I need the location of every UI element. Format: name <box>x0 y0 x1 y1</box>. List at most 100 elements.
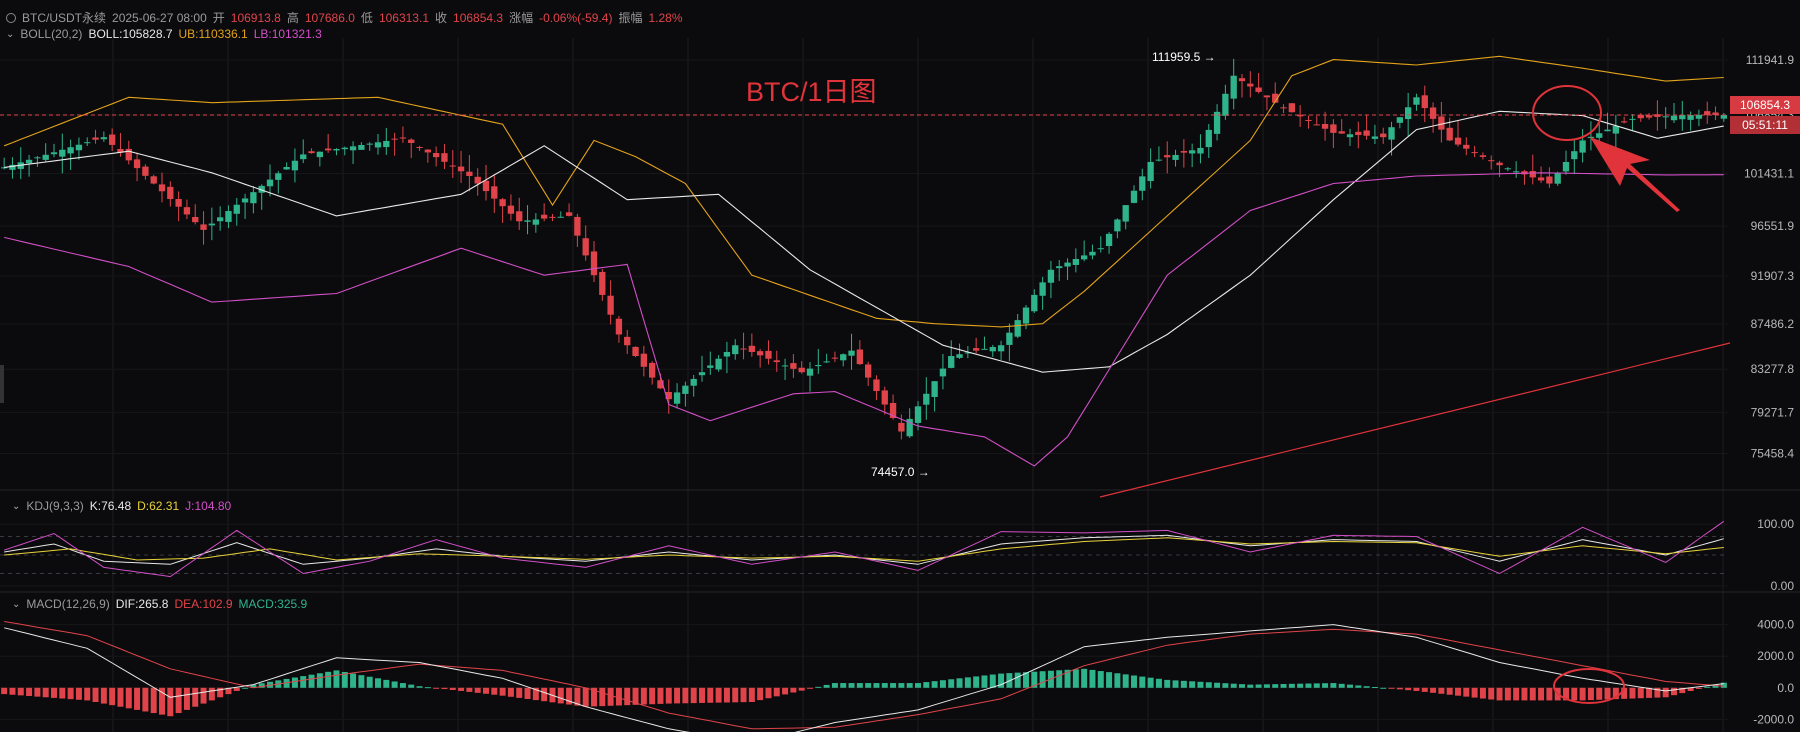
candle-body <box>1238 78 1246 82</box>
macd-histogram-bar <box>674 687 681 704</box>
candle-body <box>1380 133 1387 138</box>
macd-histogram-bar <box>200 687 207 704</box>
symbol-settings-icon[interactable] <box>6 12 16 23</box>
amplitude-value: 1.28% <box>648 10 683 25</box>
macd-histogram-bar <box>1662 687 1669 698</box>
kdj-indicator-name[interactable]: KDJ(9,3,3) <box>26 499 84 513</box>
candle-body <box>241 198 249 203</box>
macd-histogram-bar <box>1546 687 1553 701</box>
candle-body <box>1114 219 1121 232</box>
macd-histogram-bar <box>1164 679 1171 688</box>
y-tick-label: 75458.4 <box>1751 446 1795 460</box>
candle-body <box>1313 124 1320 126</box>
kdj-collapse-chevron-icon[interactable]: ⌄ <box>12 500 21 512</box>
macd-histogram-bar <box>1280 684 1287 688</box>
macd-histogram-bar <box>1471 687 1478 698</box>
macd-collapse-chevron-icon[interactable]: ⌄ <box>12 598 21 610</box>
candle-body <box>1670 115 1678 121</box>
side-scroll-handle[interactable] <box>0 365 4 403</box>
candle-body <box>906 418 913 437</box>
y-tick-label: 2000.0 <box>1757 649 1794 663</box>
macd-histogram-bar <box>1704 686 1711 688</box>
candle-body <box>1197 147 1204 154</box>
macd-histogram-bar <box>441 687 448 690</box>
candle-body <box>615 318 623 335</box>
collapse-chevron-icon[interactable]: ⌄ <box>6 28 15 40</box>
macd-histogram-bar <box>1180 680 1187 688</box>
candle-body <box>491 186 498 199</box>
macd-histogram-bar <box>26 687 33 696</box>
candle-body <box>748 345 756 352</box>
macd-histogram-bar <box>948 679 955 688</box>
candle-body <box>1429 107 1437 119</box>
candle-body <box>1263 95 1271 98</box>
candle-body <box>881 390 888 405</box>
macd-histogram-bar <box>391 681 398 688</box>
macd-histogram-bar <box>1720 682 1727 688</box>
macd-histogram-bar <box>1263 684 1270 688</box>
candle-body <box>341 147 348 150</box>
macd-histogram-bar <box>1430 687 1437 693</box>
candle-body <box>1463 144 1470 149</box>
candle-body <box>1014 320 1021 337</box>
candle-body <box>665 391 672 400</box>
candle-body <box>815 365 822 367</box>
close-label: 收 <box>435 11 448 25</box>
candle-body <box>914 406 922 423</box>
candle-body <box>1687 115 1694 120</box>
macd-histogram-bar <box>964 677 971 688</box>
candle-body <box>873 379 880 392</box>
macd-highlight-circle-annotation <box>1553 668 1625 704</box>
candle-body <box>1122 205 1129 222</box>
candle-body <box>1089 251 1096 256</box>
candle-body <box>540 214 548 219</box>
macd-histogram-bar <box>1239 684 1245 688</box>
macd-histogram-bar <box>599 687 606 707</box>
candle-body <box>1355 131 1362 136</box>
macd-histogram-bar <box>1313 683 1320 688</box>
candle-body <box>1031 294 1038 312</box>
macd-histogram-bar <box>524 687 531 699</box>
candle-body <box>333 149 340 151</box>
y-tick-label: 111941.9 <box>1746 53 1795 67</box>
macd-histogram-bar <box>192 687 199 707</box>
macd-histogram-bar <box>665 687 672 704</box>
candle-body <box>100 137 108 140</box>
macd-histogram-bar <box>1654 687 1661 698</box>
macd-histogram-bar <box>300 676 307 688</box>
current-price-tag: 106854.3 <box>1730 96 1800 114</box>
candle-body <box>0 167 8 169</box>
chart-title: BTC/1日图 <box>746 77 877 107</box>
boll-indicator-name[interactable]: BOLL(20,2) <box>20 27 83 41</box>
candle-body <box>1579 140 1586 153</box>
candle-body <box>732 345 739 355</box>
candle-body <box>42 154 49 160</box>
macd-histogram-bar <box>541 687 548 702</box>
candle-countdown-tag: 05:51:11 <box>1730 116 1800 134</box>
macd-histogram-bar <box>690 687 697 704</box>
macd-histogram-bar <box>632 687 639 705</box>
candle-body <box>316 151 324 158</box>
boll-header: ⌄ BOLL(20,2) BOLL:105828.7 UB:110336.1 L… <box>6 27 322 41</box>
macd-histogram-bar <box>1629 687 1636 699</box>
candle-body <box>75 144 83 151</box>
candle-body <box>383 140 390 148</box>
macd-dea-value: DEA:102.9 <box>174 597 233 611</box>
candle-body <box>1421 95 1428 109</box>
high-label: 高 <box>286 11 299 25</box>
macd-histogram-bar <box>1330 683 1337 688</box>
candle-body <box>142 166 149 176</box>
candle-body <box>1280 107 1287 109</box>
macd-histogram-bar <box>1604 687 1611 700</box>
macd-indicator-name[interactable]: MACD(12,26,9) <box>26 597 110 611</box>
candle-body <box>831 357 839 359</box>
candle-body <box>840 354 847 361</box>
macd-histogram-bar <box>1122 674 1129 688</box>
macd-histogram-bar <box>208 687 215 701</box>
candle-body <box>648 362 656 378</box>
macd-histogram-bar <box>1421 687 1428 692</box>
macd-histogram-bar <box>466 687 473 692</box>
macd-histogram-bar <box>516 687 523 698</box>
candle-body <box>1604 129 1611 132</box>
